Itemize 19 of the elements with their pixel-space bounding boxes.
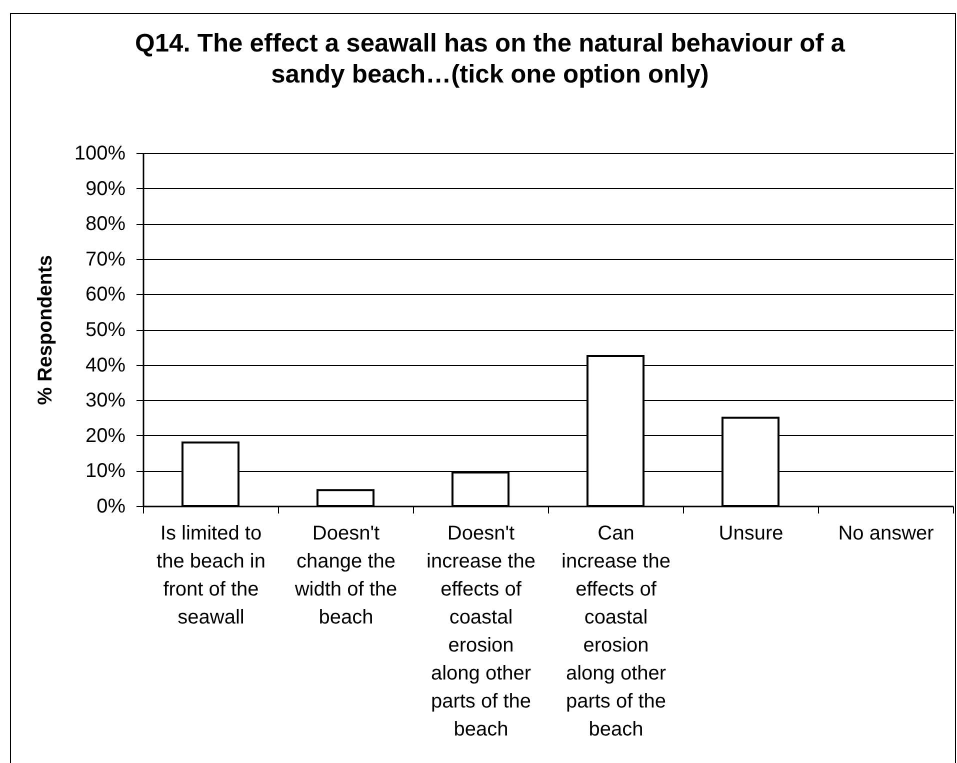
- x-tick-label: Is limited to the beach in front of the seawall: [156, 522, 266, 628]
- y-tick-label: 90%: [85, 178, 126, 200]
- y-axis-title: % Respondents: [34, 254, 56, 406]
- chart-title: Q14. The effect a seawall has on the natural behaviour of a sandy beach…(tick one option only): [135, 30, 846, 88]
- x-tick-label: No answer: [838, 522, 934, 544]
- y-tick-label: 30%: [85, 390, 126, 412]
- y-tick-label: 50%: [85, 319, 126, 341]
- x-tick-label: Unsure: [718, 522, 784, 544]
- x-tick-label: Doesn't change the width of the beach: [294, 522, 398, 628]
- y-tick-label: 20%: [85, 424, 126, 447]
- y-tick-label: 80%: [85, 213, 126, 236]
- y-tick-label: 60%: [85, 284, 126, 306]
- y-tick-label: 70%: [85, 248, 126, 270]
- y-tick-label: 100%: [74, 142, 126, 164]
- y-tick-label: 10%: [85, 460, 126, 482]
- x-tick-label: Doesn't increase the effects of coastal erosion along other parts of the beach: [426, 522, 536, 740]
- y-tick-label: 0%: [96, 496, 126, 518]
- x-tick-label: Can increase the effects of coastal erosion along other parts of the beach: [562, 522, 670, 740]
- y-tick-label: 40%: [85, 354, 126, 376]
